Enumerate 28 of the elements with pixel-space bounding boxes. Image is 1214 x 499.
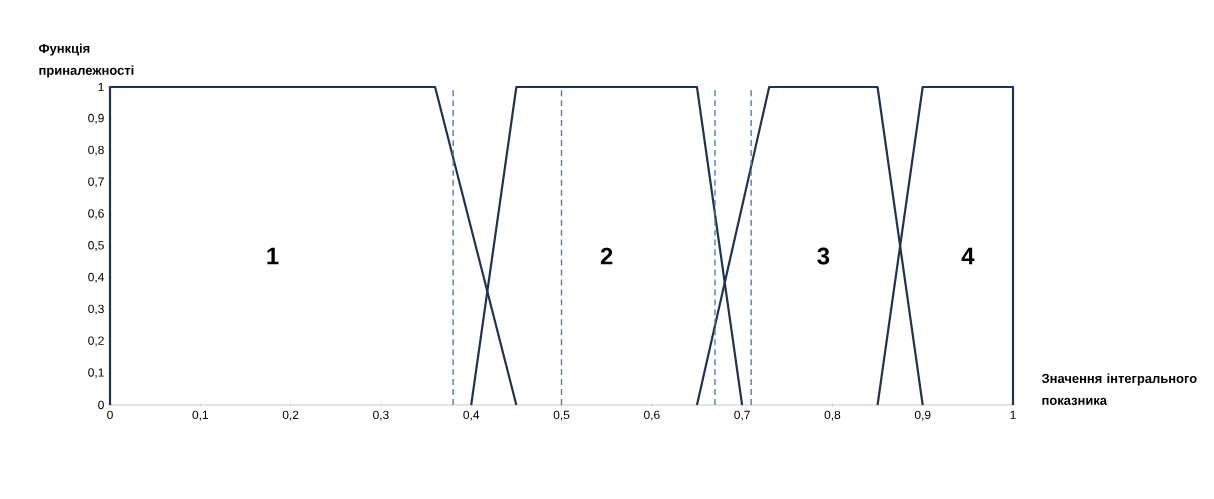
x-tick-label: 0,3 [373, 410, 389, 421]
y-tick-label: 0,9 [88, 113, 104, 124]
x-tick-label: 1 [1010, 410, 1016, 419]
y-tick-label: 0,2 [88, 336, 104, 347]
annotation: 1 [267, 247, 279, 265]
x-tick-label: 0,4 [463, 410, 480, 421]
y-tick-label: 0,7 [88, 177, 104, 188]
y-tick-label: 0,1 [88, 368, 104, 379]
x-tick-label: 0,6 [643, 410, 660, 421]
x-tick-label: 0,8 [824, 410, 841, 421]
x-tick-label: 0,7 [734, 410, 750, 421]
x-tick-label: 0,9 [914, 410, 931, 421]
y-axis-title: Функція приналежності [38, 43, 134, 78]
y-tick-label: 0,6 [88, 209, 104, 220]
x-tick-label: 0,2 [282, 410, 299, 421]
x-tick-label: 0,5 [553, 410, 570, 421]
x-tick-label: 0,1 [192, 410, 209, 421]
y-tick-label: 1 [98, 82, 104, 92]
annotation: 2 [600, 247, 613, 265]
x-tick-label: 0 [107, 410, 113, 420]
x-axis-title: Значення інтегрального показника [1041, 373, 1197, 405]
y-tick-label: 0,8 [88, 145, 104, 156]
annotation: 4 [961, 247, 975, 265]
y-tick-label: 0,5 [88, 241, 104, 251]
y-tick-label: 0,4 [88, 272, 104, 283]
annotation: 3 [817, 247, 830, 265]
y-tick-label: 0,3 [88, 304, 104, 315]
y-tick-label: 0 [98, 400, 104, 410]
